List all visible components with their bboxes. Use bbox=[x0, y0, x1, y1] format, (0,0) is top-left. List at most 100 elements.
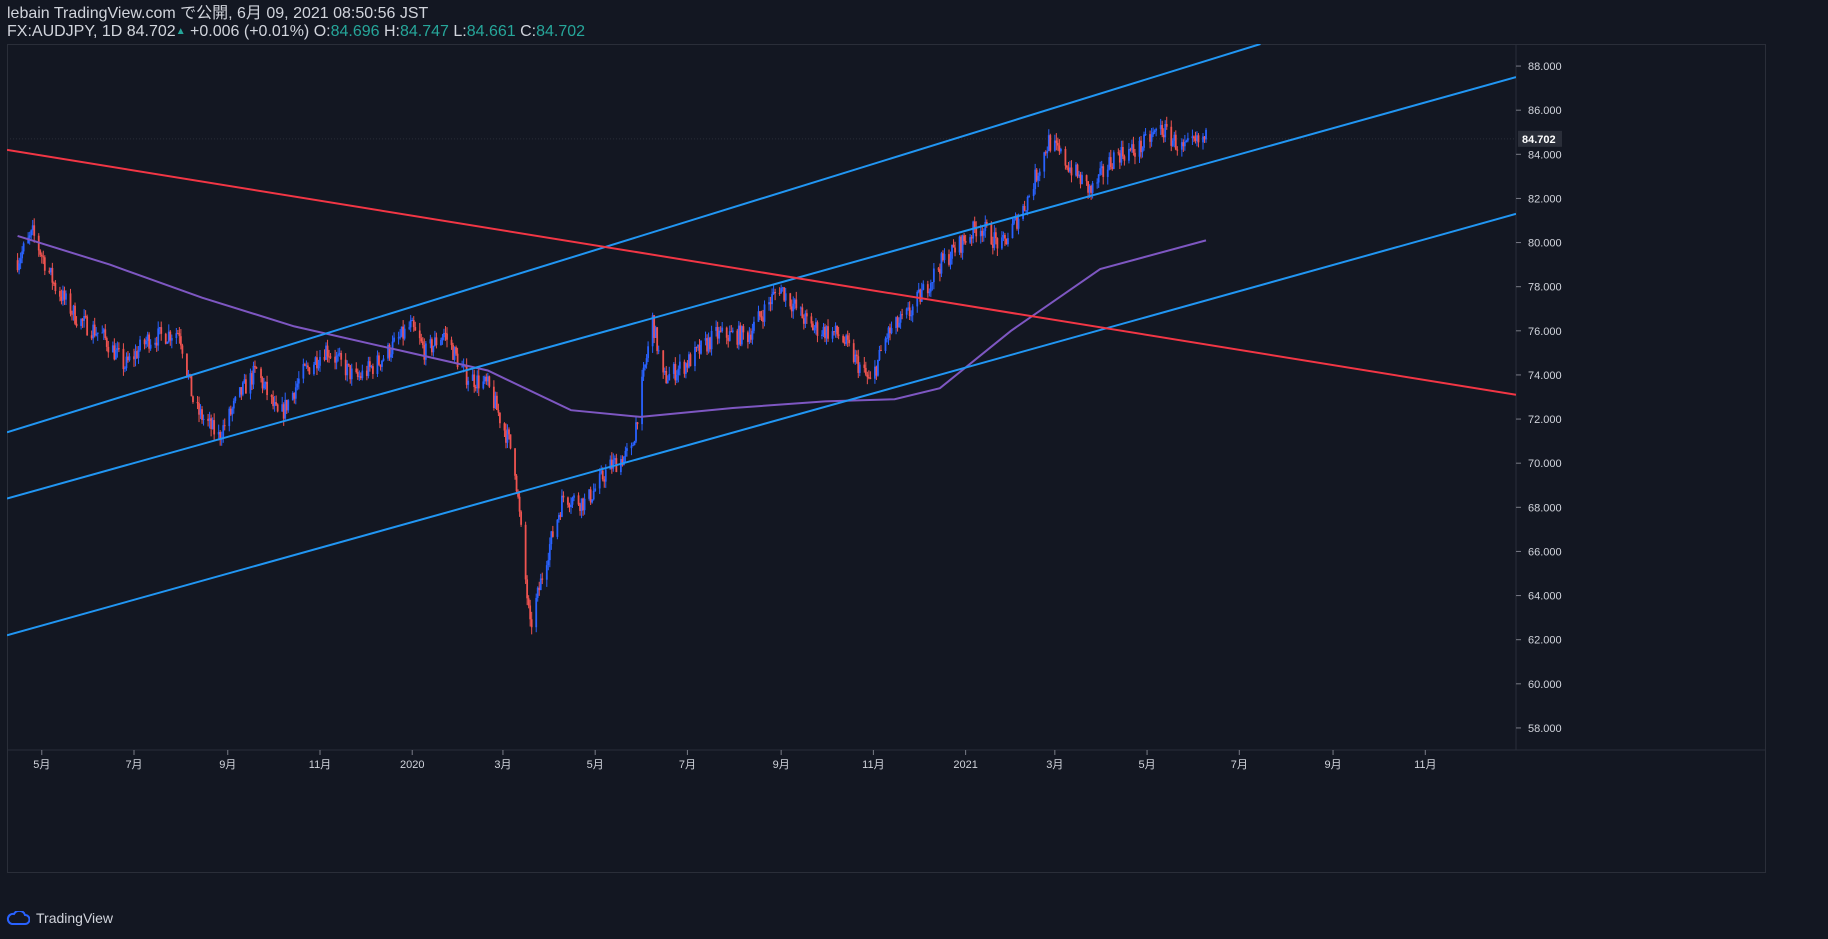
candle-down bbox=[1064, 148, 1067, 166]
candle-up bbox=[232, 400, 235, 409]
candle-down bbox=[93, 324, 96, 336]
candle-down bbox=[444, 332, 447, 334]
y-tick-label: 86.000 bbox=[1528, 105, 1562, 117]
x-tick-label: 5月 bbox=[33, 759, 50, 771]
candle-down bbox=[526, 579, 529, 599]
candle-down bbox=[1149, 134, 1151, 142]
candle-down bbox=[538, 587, 541, 591]
candle-down bbox=[514, 448, 516, 476]
candle-down bbox=[1070, 167, 1073, 176]
candle-up bbox=[453, 347, 456, 360]
x-tick-label: 5月 bbox=[587, 759, 604, 771]
candle-down bbox=[801, 307, 804, 319]
candle-down bbox=[1140, 140, 1142, 153]
candle-down bbox=[1049, 135, 1052, 151]
candle-up bbox=[672, 364, 675, 374]
candle-up bbox=[822, 326, 825, 335]
candle-down bbox=[499, 412, 501, 424]
candle-up bbox=[264, 381, 267, 385]
candle-down bbox=[1067, 167, 1070, 172]
candle-down bbox=[524, 524, 527, 580]
candle-down bbox=[863, 364, 866, 368]
candle-up bbox=[1043, 152, 1046, 172]
y-tick-label: 84.000 bbox=[1528, 149, 1562, 161]
candle-up bbox=[623, 456, 625, 466]
candle-up bbox=[899, 314, 902, 323]
candle-down bbox=[368, 361, 371, 367]
candle-up bbox=[128, 356, 131, 361]
candle-down bbox=[1129, 149, 1132, 151]
candle-up bbox=[645, 358, 648, 365]
candle-down bbox=[1203, 136, 1206, 140]
y-tick-label: 70.000 bbox=[1528, 458, 1562, 470]
candle-down bbox=[812, 323, 814, 331]
candle-down bbox=[190, 375, 193, 397]
candle-down bbox=[1005, 238, 1008, 245]
candle-down bbox=[473, 374, 476, 388]
candle-down bbox=[990, 224, 993, 245]
candle-down bbox=[1056, 142, 1059, 146]
candle-down bbox=[816, 322, 819, 336]
candle-up bbox=[613, 458, 616, 460]
candle-down bbox=[783, 287, 786, 301]
candle-down bbox=[452, 345, 454, 360]
candle-up bbox=[1152, 132, 1155, 135]
candle-down bbox=[266, 381, 268, 396]
candle-down bbox=[517, 491, 519, 497]
candle-down bbox=[509, 434, 512, 449]
candle-up bbox=[22, 243, 25, 252]
candle-down bbox=[186, 353, 188, 376]
candle-up bbox=[1191, 136, 1194, 139]
price-chart[interactable]: 88.000 86.000 84.000 82.000 80.000 78.000 76.0… bbox=[7, 44, 1825, 904]
candle-up bbox=[694, 347, 696, 367]
candle-down bbox=[133, 356, 135, 360]
candle-up bbox=[124, 368, 126, 370]
candle-down bbox=[485, 376, 488, 382]
candle-down bbox=[842, 335, 845, 343]
candle-up bbox=[604, 469, 607, 482]
candle-up bbox=[630, 445, 633, 449]
candle-down bbox=[665, 370, 668, 384]
candle-up bbox=[381, 360, 383, 367]
candle-up bbox=[409, 320, 412, 328]
candle-up bbox=[297, 378, 300, 384]
candle-up bbox=[1059, 148, 1062, 152]
candle-down bbox=[1194, 138, 1197, 141]
candle-down bbox=[261, 377, 264, 389]
candle-up bbox=[1078, 174, 1080, 177]
candle-up bbox=[907, 307, 910, 309]
candle-down bbox=[896, 317, 899, 328]
candle-down bbox=[293, 392, 296, 399]
candle-up bbox=[202, 418, 205, 421]
candle-down bbox=[875, 366, 878, 376]
candle-down bbox=[1170, 126, 1173, 146]
candle-up bbox=[858, 364, 861, 373]
candle-down bbox=[1085, 175, 1088, 182]
candle-down bbox=[908, 307, 911, 317]
candle-down bbox=[244, 379, 247, 394]
candle-up bbox=[780, 288, 783, 294]
candle-up bbox=[1091, 183, 1094, 193]
candle-up bbox=[170, 338, 173, 341]
candle-down bbox=[689, 354, 692, 367]
candle-up bbox=[92, 324, 95, 339]
candle-down bbox=[954, 247, 956, 253]
candle-up bbox=[476, 375, 479, 389]
candle-down bbox=[488, 376, 491, 387]
candle-up bbox=[804, 313, 807, 324]
candle-up bbox=[890, 328, 893, 334]
candle-down bbox=[176, 333, 179, 335]
candle-up bbox=[834, 325, 837, 333]
chart-frame[interactable] bbox=[7, 44, 1766, 873]
candle-down bbox=[285, 399, 288, 411]
high-label: H: bbox=[383, 23, 400, 40]
candle-down bbox=[1161, 125, 1164, 135]
last-price-label: 84.702 bbox=[1522, 134, 1556, 146]
candle-down bbox=[52, 282, 55, 284]
candle-up bbox=[570, 504, 572, 508]
candle-down bbox=[790, 306, 793, 312]
candle-up bbox=[208, 418, 211, 421]
candle-up bbox=[961, 235, 964, 253]
candle-down bbox=[551, 531, 554, 537]
candle-down bbox=[577, 495, 580, 505]
